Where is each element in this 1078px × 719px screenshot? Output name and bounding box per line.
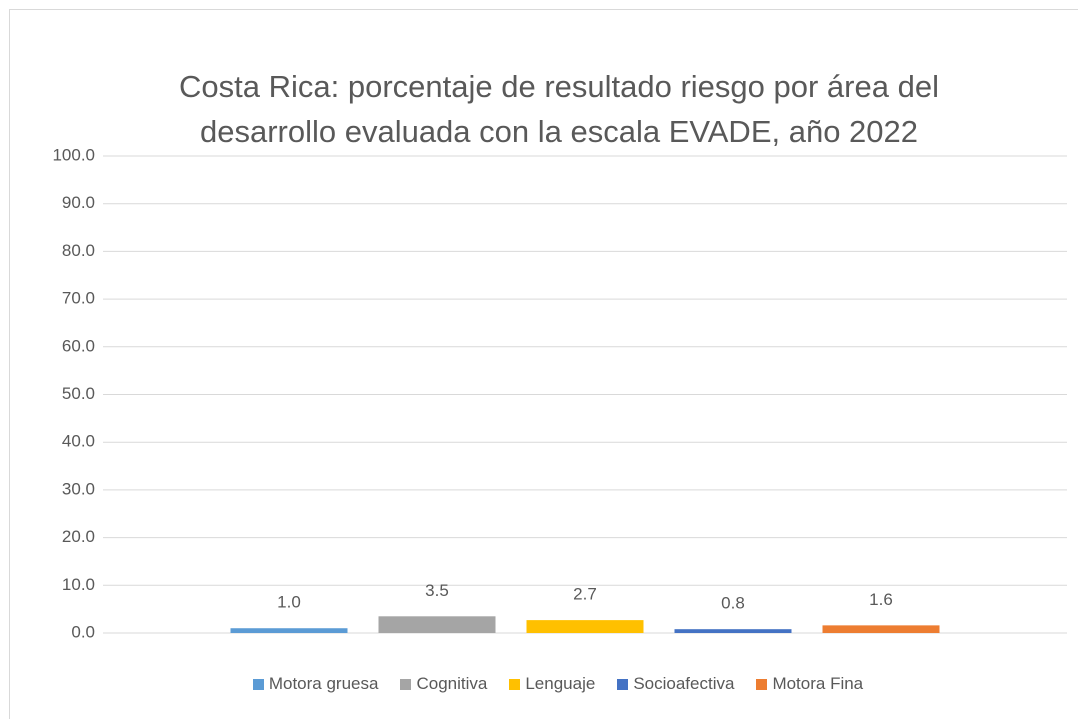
legend-label: Motora gruesa — [268, 674, 379, 693]
y-tick-label: 30.0 — [62, 479, 95, 498]
y-tick-label: 70.0 — [62, 289, 95, 308]
y-tick-label: 100.0 — [52, 145, 95, 164]
legend: Motora gruesa Cognitiva Lenguaje Socioafect… — [0, 674, 1078, 694]
chart-border — [9, 9, 1078, 719]
legend-swatch — [400, 678, 412, 690]
y-tick-label: 50.0 — [62, 384, 95, 403]
bar — [822, 625, 940, 633]
legend-item: Motora Fina — [756, 674, 863, 694]
data-label: 3.5 — [425, 581, 449, 600]
y-tick-label: 90.0 — [62, 193, 95, 212]
y-tick-label: 0.0 — [71, 622, 95, 641]
y-tick-label: 20.0 — [62, 527, 95, 546]
data-label: 1.6 — [869, 590, 893, 609]
data-label: 1.0 — [277, 593, 301, 612]
legend-swatch — [756, 678, 768, 690]
legend-item: Cognitiva — [400, 674, 487, 694]
legend-label: Motora Fina — [772, 674, 864, 693]
y-tick-label: 60.0 — [62, 336, 95, 355]
y-tick-label: 80.0 — [62, 241, 95, 260]
legend-swatch — [509, 678, 521, 690]
bar — [230, 628, 348, 633]
legend-item: Socioafectiva — [617, 674, 734, 694]
y-tick-label: 40.0 — [62, 432, 95, 451]
y-tick-label: 10.0 — [62, 575, 95, 594]
legend-label: Lenguaje — [525, 674, 596, 693]
legend-swatch — [252, 678, 264, 690]
chart-title: Costa Rica: porcentaje de resultado ries… — [179, 69, 939, 149]
data-label: 2.7 — [573, 585, 597, 604]
bar — [674, 629, 792, 633]
bar — [526, 620, 644, 633]
legend-label: Socioafectiva — [633, 674, 735, 693]
legend-swatch — [617, 678, 629, 690]
legend-label: Cognitiva — [416, 674, 488, 693]
legend-item: Lenguaje — [509, 674, 595, 694]
bar — [378, 616, 496, 633]
data-label: 0.8 — [721, 594, 745, 613]
legend-item: Motora gruesa — [252, 674, 379, 694]
